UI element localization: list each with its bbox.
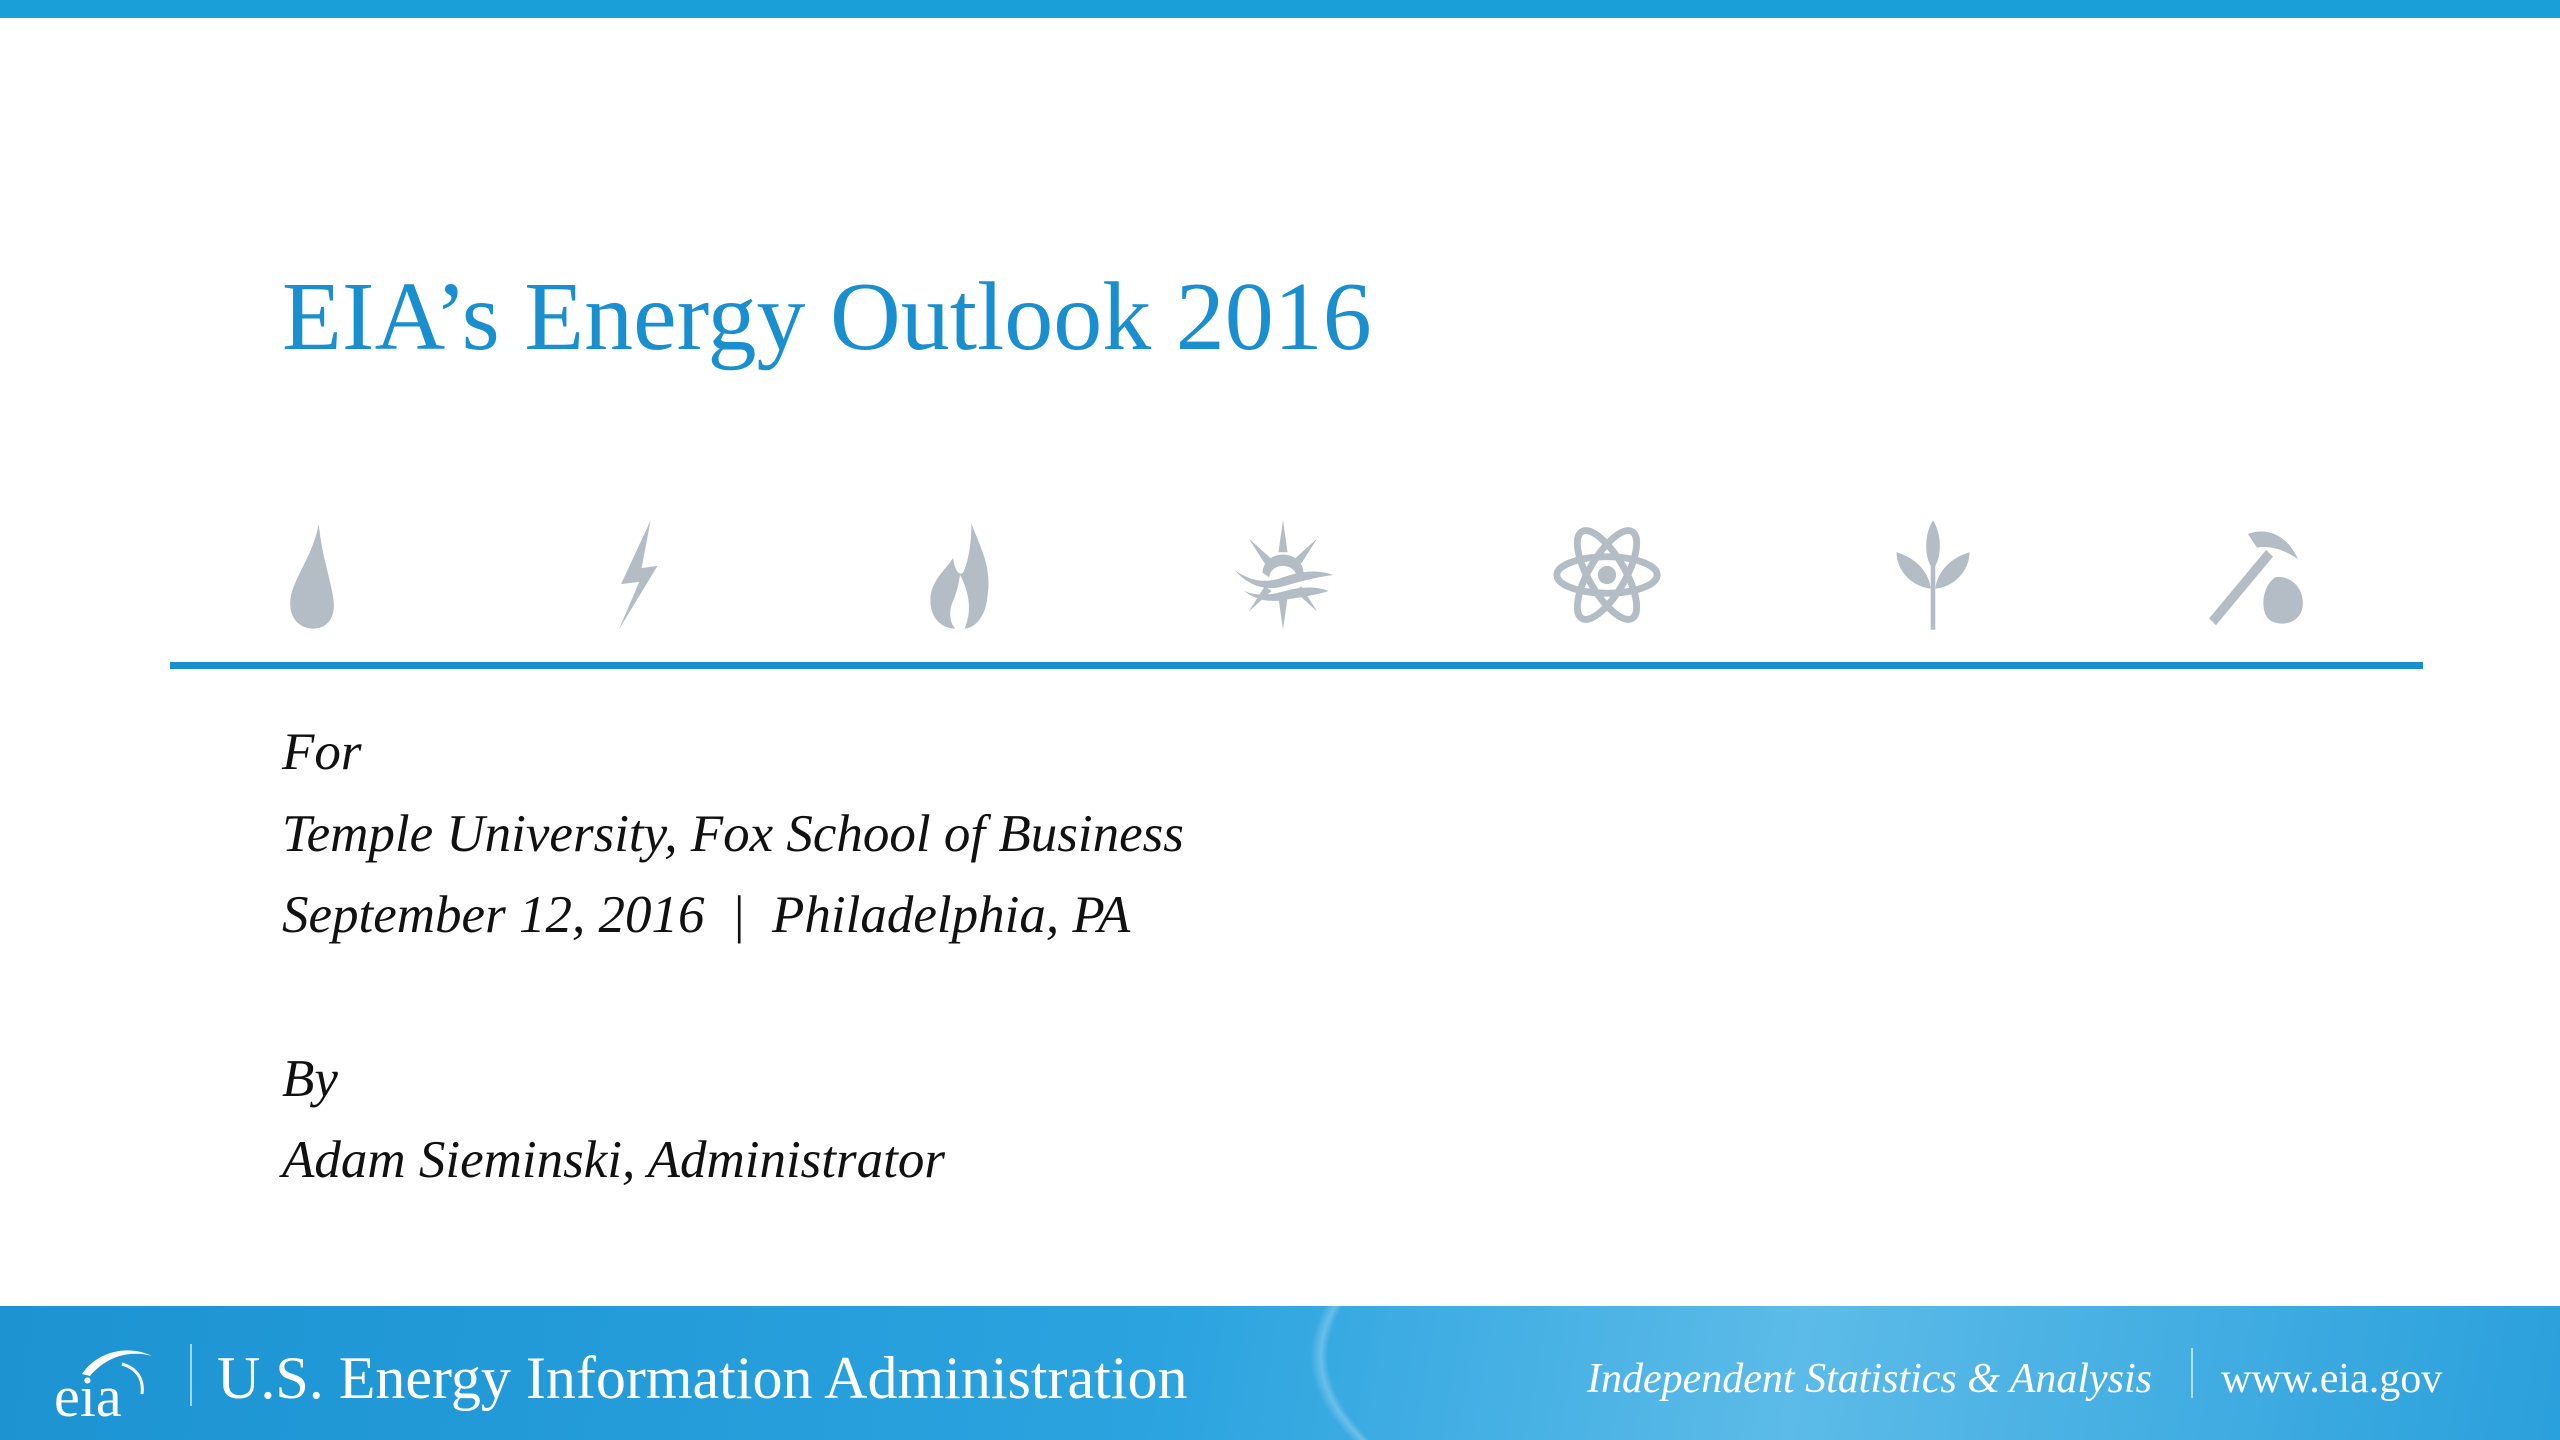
title-divider	[170, 662, 2423, 669]
footer-banner: eia U.S. Energy Information Administrati…	[0, 1306, 2560, 1440]
plant-icon	[1876, 518, 1990, 632]
nuclear-atom-icon	[1550, 518, 1664, 632]
website-link[interactable]: www.eia.gov	[2221, 1356, 2443, 1402]
svg-text:eia: eia	[54, 1364, 122, 1424]
slide-title: EIA’s Energy Outlook 2016	[282, 263, 1372, 371]
presenter: Adam Sieminski, Administrator	[282, 1131, 945, 1189]
top-accent-bar	[0, 0, 2560, 18]
eia-logo: eia	[52, 1334, 160, 1424]
sun-icon	[1226, 518, 1340, 632]
coal-pickaxe-icon	[2200, 518, 2314, 632]
oil-drop-icon	[256, 518, 370, 632]
by-label: By	[282, 1050, 338, 1108]
electricity-bolt-icon	[580, 518, 694, 632]
energy-icons-row	[0, 518, 2560, 632]
footer-separator	[2191, 1348, 2193, 1398]
natural-gas-flame-icon	[903, 518, 1017, 632]
tagline: Independent Statistics & Analysis	[1587, 1356, 2152, 1402]
for-label: For	[282, 723, 362, 781]
footer-separator	[190, 1344, 192, 1406]
audience: Temple University, Fox School of Busines…	[282, 805, 1184, 863]
agency-name: U.S. Energy Information Administration	[217, 1345, 1188, 1411]
date-location: September 12, 2016 | Philadelphia, PA	[282, 886, 1131, 944]
